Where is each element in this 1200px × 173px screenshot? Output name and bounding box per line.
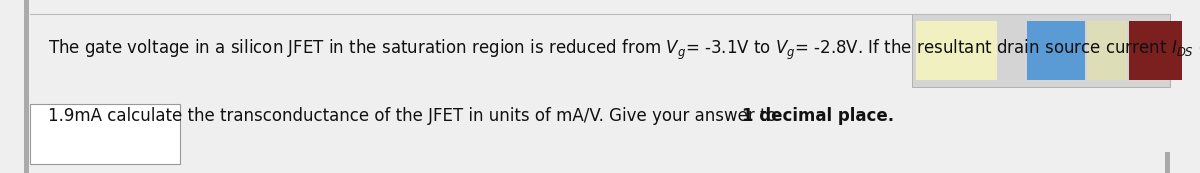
Bar — [30, 104, 180, 164]
Bar — [1165, 152, 1170, 173]
Text: The gate voltage in a silicon JFET in the saturation region is reduced from $V_g: The gate voltage in a silicon JFET in th… — [48, 38, 1200, 62]
Bar — [916, 21, 997, 80]
Text: 1.9mA calculate the transconductance of the JFET in units of mA/V. Give your ans: 1.9mA calculate the transconductance of … — [48, 107, 782, 125]
Bar — [912, 14, 1170, 86]
Bar — [1027, 21, 1085, 80]
Bar — [1087, 21, 1127, 80]
Bar — [1129, 21, 1182, 80]
Text: 1 decimal place.: 1 decimal place. — [742, 107, 894, 125]
Bar — [24, 0, 29, 173]
